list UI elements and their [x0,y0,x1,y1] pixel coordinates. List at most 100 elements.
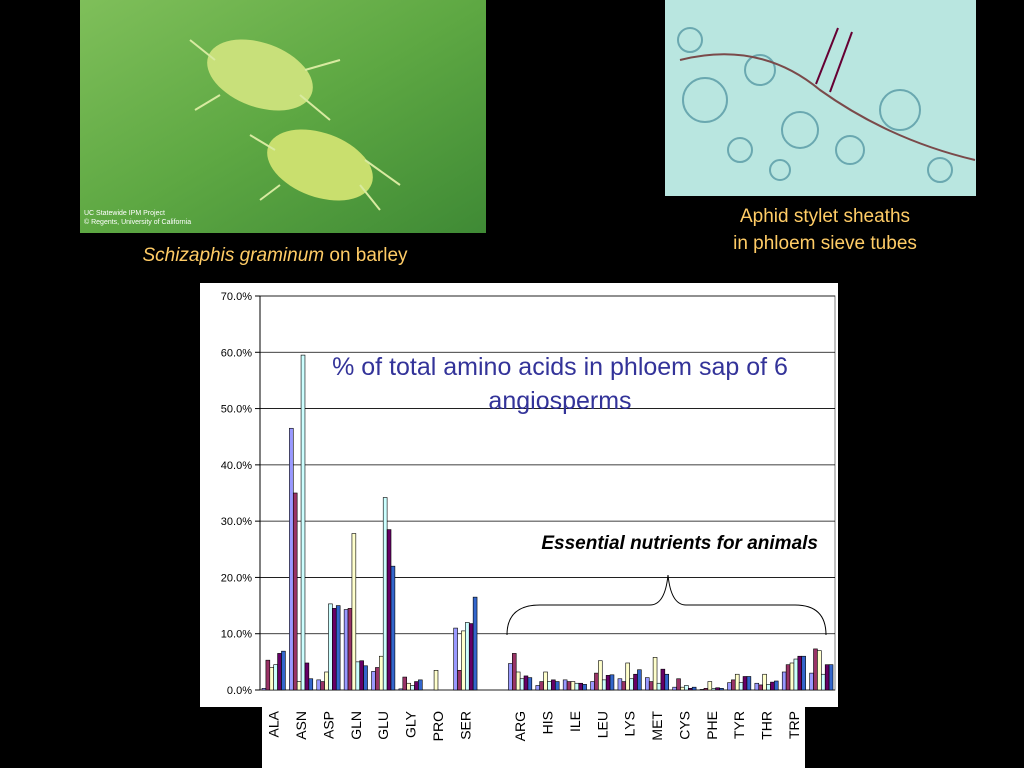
bar [582,684,587,691]
bar [578,682,583,691]
x-tick-label: TYR [731,711,747,739]
bar [402,676,407,691]
bar [793,658,799,691]
bar [762,673,767,691]
bar [574,682,580,691]
x-tick-label: ILE [567,711,583,732]
bar [566,681,572,691]
bar [265,659,271,691]
bar [519,678,525,691]
y-tick-label: 10.0% [221,629,252,641]
bar [382,497,388,691]
bar [371,671,376,691]
bar [289,427,294,691]
bar [676,678,681,691]
x-tick-label: GLU [375,711,391,740]
bar [535,685,541,691]
bar [652,657,658,691]
bar [629,678,634,691]
bar [738,682,744,691]
bar [731,679,736,691]
bar [684,685,689,691]
bar [598,660,603,691]
bar [328,603,333,691]
x-tick-label: THR [759,711,775,740]
bar [703,688,709,691]
bar [672,686,677,691]
bar [633,673,638,691]
bar [570,681,576,691]
bar [347,608,353,691]
bar [410,685,415,691]
bar [637,669,642,691]
bar [680,686,685,691]
bar [688,688,693,691]
bar [547,681,552,691]
x-tick-label: LYS [622,711,638,736]
bar [648,681,654,691]
x-tick-label: ASN [293,711,309,740]
bar [273,664,278,691]
bar [292,492,298,691]
bar [785,664,791,691]
bar [828,664,834,691]
annotation: Essential nutrients for animals [541,533,818,554]
bar [817,650,822,691]
bar [390,565,396,691]
bar [539,681,544,691]
x-tick-label: ALA [266,710,282,737]
bar [351,533,357,691]
bar [363,665,368,691]
bar [621,681,627,691]
bar [543,671,548,691]
bar [527,677,533,691]
label-background [262,707,805,768]
bar [770,681,775,691]
y-tick-label: 0.0% [227,685,252,697]
bar [472,596,478,691]
bar [715,687,720,691]
brace [506,574,827,636]
bar [433,669,439,691]
bar [754,682,760,691]
x-tick-label: SER [457,711,473,740]
bar [359,660,364,691]
bar [296,681,302,691]
bar [418,679,423,691]
bar [414,681,419,691]
bar [789,662,795,691]
bar [734,673,740,691]
x-tick-label: PRO [430,711,446,741]
caption-line: Aphid stylet sheaths [739,206,911,227]
x-tick-label: TRP [786,711,802,739]
bar [707,681,713,691]
bar [269,667,274,691]
y-tick-label: 20.0% [221,572,252,584]
y-tick-label: 30.0% [221,516,252,528]
bar [656,682,662,691]
bar [766,684,771,691]
bar [691,686,697,691]
chart: 0.0% 10.0% 20.0% 30.0% 40.0% 50.0% 60.0% 70.0% A… [221,291,835,741]
y-tick-label: 70.0% [221,291,252,303]
bar [719,688,724,691]
y-tick-label: 50.0% [221,404,252,416]
bar [660,668,666,691]
bar [821,673,826,691]
bar [508,663,513,691]
chart-background [200,283,838,707]
bar [617,678,623,691]
bar [468,623,474,691]
bar [781,671,787,691]
bar [453,627,458,691]
credit-line: © Regents, University of California [84,219,192,226]
bar [386,529,392,691]
bar [742,676,748,691]
x-tick-label: PHE [704,711,720,740]
y-tick-label: 40.0% [221,460,252,472]
x-tick-label: ASP [320,711,336,739]
caption-text: on barley [329,245,408,266]
species-name: Schizaphis graminum [142,245,325,266]
